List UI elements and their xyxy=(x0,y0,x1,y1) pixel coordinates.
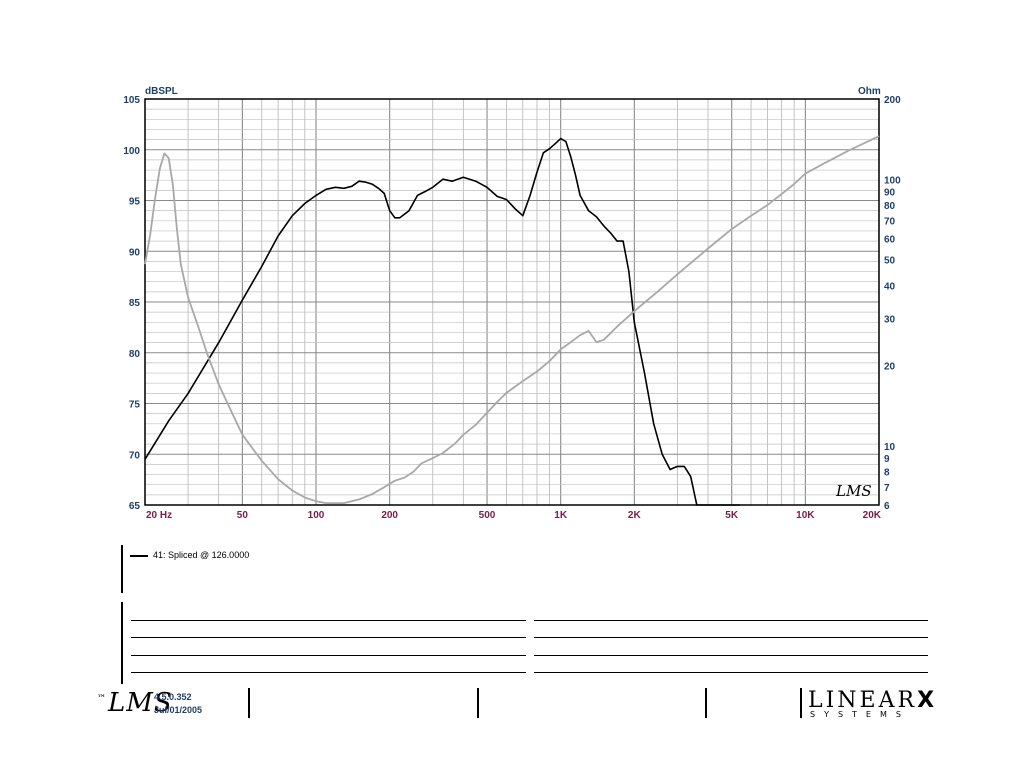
right-axis-tick-label: 10 xyxy=(884,442,896,453)
impedance-curve xyxy=(144,135,880,505)
note-line xyxy=(534,620,928,621)
chart-series xyxy=(144,135,880,506)
right-axis-tick-label: 50 xyxy=(884,256,896,267)
x-axis-tick-label: 1K xyxy=(554,510,568,521)
right-axis-tick-label: 70 xyxy=(884,217,896,228)
x-axis-tick-label: 20 Hz xyxy=(146,510,172,521)
note-line xyxy=(534,637,928,638)
footer-divider xyxy=(705,688,707,718)
lms-watermark: LMS xyxy=(835,482,872,500)
notes-divider xyxy=(121,602,123,684)
note-line xyxy=(131,655,526,656)
x-axis-tick-label: 50 xyxy=(237,510,249,521)
note-line xyxy=(534,672,928,673)
spl-curve xyxy=(144,137,740,506)
left-axis-title: dBSPL xyxy=(145,86,178,97)
left-axis-tick-label: 65 xyxy=(129,501,141,512)
x-axis-tick-label: 200 xyxy=(381,510,398,521)
plot-frame xyxy=(144,98,880,506)
right-axis-tick-label: 9 xyxy=(884,454,890,465)
right-axis-tick-label: 90 xyxy=(884,187,896,198)
right-axis-tick-label: 100 xyxy=(884,175,901,186)
software-version: 4.5.0.352 xyxy=(154,692,192,702)
logo-text: LMS xyxy=(108,688,173,718)
left-axis-tick-label: 105 xyxy=(123,95,140,106)
right-axis-title: Ohm xyxy=(858,86,881,97)
left-axis-tick-label: 95 xyxy=(129,197,141,208)
brand-x: X xyxy=(917,688,938,713)
legend-swatch xyxy=(130,555,148,557)
chart-grid xyxy=(144,98,880,506)
note-line xyxy=(131,672,526,673)
footer-divider xyxy=(477,688,479,718)
report-date: Jul/01/2005 xyxy=(154,705,203,715)
x-axis-tick-label: 500 xyxy=(479,510,496,521)
left-axis-tick-label: 90 xyxy=(129,247,141,258)
right-axis-tick-label: 30 xyxy=(884,315,896,326)
lms-logo: ™LMS xyxy=(97,688,173,718)
footer-divider xyxy=(248,688,250,718)
right-axis-tick-label: 60 xyxy=(884,234,896,245)
x-axis-tick-label: 2K xyxy=(628,510,642,521)
right-axis-tick-label: 6 xyxy=(884,501,890,512)
linearx-brand: LINEARX xyxy=(808,688,937,713)
logo-trademark: ™ xyxy=(97,694,107,705)
right-axis-tick-label: 7 xyxy=(884,483,890,494)
right-axis-tick-label: 20 xyxy=(884,362,896,373)
brand-divider xyxy=(800,688,802,718)
left-axis-tick-label: 70 xyxy=(129,450,141,461)
x-axis-tick-label: 10K xyxy=(796,510,815,521)
x-axis-tick-label: 100 xyxy=(308,510,325,521)
left-axis-tick-label: 85 xyxy=(129,298,141,309)
right-axis-tick-label: 8 xyxy=(884,468,890,479)
x-axis-tick-label: 20K xyxy=(863,510,882,521)
left-axis-tick-label: 100 xyxy=(123,146,140,157)
right-axis-tick-label: 80 xyxy=(884,201,896,212)
brand-name: LINEAR xyxy=(808,688,918,713)
note-line xyxy=(131,637,526,638)
chart-labels: 65 70 75 80 85 90 95 100 105 6 7 8 910 20 30 40 50 60 70 80… xyxy=(123,95,901,521)
note-line xyxy=(534,655,928,656)
legend-divider xyxy=(121,545,123,593)
right-axis-tick-label: 40 xyxy=(884,281,896,292)
frequency-response-chart: 65 70 75 80 85 90 95 100 105 6 7 8 910 20 30 40 50 60 70 80… xyxy=(123,86,901,521)
left-axis-tick-label: 75 xyxy=(129,400,141,411)
legend-entry: 41: Spliced @ 126.0000 xyxy=(153,550,250,560)
right-axis-tick-label: 200 xyxy=(884,95,901,106)
left-axis-tick-label: 80 xyxy=(129,349,141,360)
x-axis-tick-label: 5K xyxy=(725,510,739,521)
brand-subtitle: SYSTEMS xyxy=(810,710,910,719)
note-line xyxy=(131,620,526,621)
